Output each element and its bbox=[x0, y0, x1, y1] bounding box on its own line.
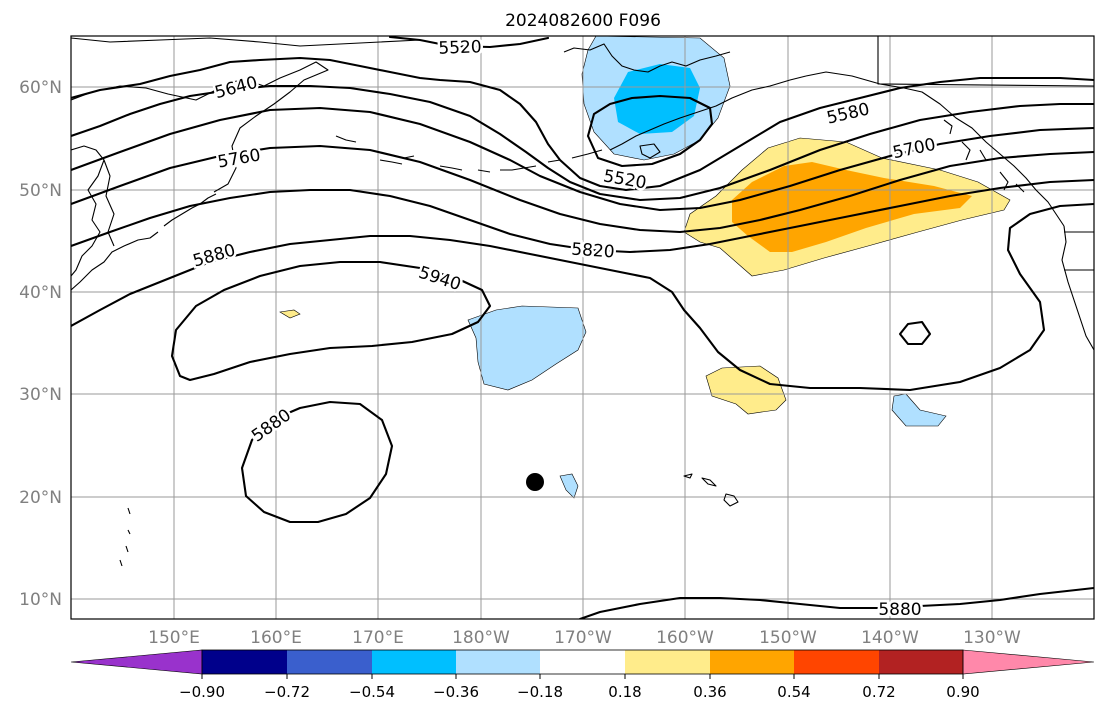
colorbar-segment-5 bbox=[540, 650, 625, 674]
contour-label-5520-top: 5520 bbox=[438, 37, 482, 58]
coast-north-america bbox=[1061, 225, 1094, 351]
coast-aleutians bbox=[335, 135, 603, 173]
coast-hawaii-1 bbox=[683, 473, 693, 479]
coast-kodiak bbox=[639, 143, 661, 159]
colorbar-label-3: −0.54 bbox=[349, 683, 395, 701]
colorbar-segment-6 bbox=[625, 650, 710, 674]
colorbar-label-2: −0.72 bbox=[264, 683, 310, 701]
latitude-ticks: 10°N 20°N 30°N 40°N 50°N 60°N bbox=[19, 78, 62, 610]
colorbar: −0.90 −0.72 −0.54 −0.36 −0.18 0.18 0.36 … bbox=[70, 649, 1095, 701]
coast-asia-upper bbox=[71, 37, 421, 47]
colorbar-label-7: 0.36 bbox=[693, 683, 726, 701]
lon-label-150w: 150°W bbox=[759, 628, 817, 648]
longitude-ticks: 150°E 160°E 170°E 180°W 170°W 160°W 150°… bbox=[148, 628, 1021, 648]
lat-label-30n: 30°N bbox=[19, 385, 62, 405]
coast-okhotsk-west bbox=[71, 145, 105, 277]
lon-label-160e: 160°E bbox=[250, 628, 302, 648]
colorbar-ticks bbox=[201, 674, 964, 679]
colorbar-segment-4 bbox=[456, 650, 540, 674]
colorbar-label-1: −0.90 bbox=[179, 683, 225, 701]
lat-label-40n: 40°N bbox=[19, 283, 62, 303]
coastlines bbox=[71, 36, 1094, 567]
coast-marianas bbox=[119, 507, 131, 567]
positive-anomaly-subtropical bbox=[705, 365, 787, 415]
lat-label-20n: 20°N bbox=[19, 488, 62, 508]
lon-label-170w: 170°W bbox=[554, 628, 612, 648]
lon-label-140w: 140°W bbox=[861, 628, 919, 648]
lon-label-150e: 150°E bbox=[148, 628, 200, 648]
contour-label-5820: 5820 bbox=[571, 240, 616, 263]
coast-canada-border bbox=[877, 36, 1094, 87]
lat-label-50n: 50°N bbox=[19, 181, 62, 201]
lon-label-170e: 170°E bbox=[352, 628, 404, 648]
contour-5880-mid bbox=[71, 202, 1094, 392]
coast-kamchatka bbox=[71, 61, 329, 193]
colorbar-segment-1 bbox=[202, 650, 287, 674]
colorbar-label-4: −0.36 bbox=[433, 683, 479, 701]
negative-anomaly-east bbox=[891, 393, 947, 427]
colorbar-label-8: 0.54 bbox=[777, 683, 810, 701]
colorbar-segment-7 bbox=[710, 650, 794, 674]
contour-label-5880-south: 5880 bbox=[878, 600, 921, 620]
coast-hawaii-3 bbox=[723, 493, 739, 507]
lat-label-60n: 60°N bbox=[19, 78, 62, 98]
map-title: 2024082600 F096 bbox=[505, 11, 661, 31]
map-frame bbox=[70, 35, 1095, 620]
contour-5760 bbox=[71, 84, 1094, 202]
lon-label-160w: 160°W bbox=[656, 628, 714, 648]
contour-5820 bbox=[71, 144, 1094, 234]
colorbar-label-5: −0.18 bbox=[517, 683, 563, 701]
colorbar-extend-low bbox=[70, 649, 203, 675]
contour-5520-low bbox=[586, 94, 714, 168]
height-contours bbox=[71, 36, 1094, 619]
colorbar-label-10: 0.90 bbox=[946, 683, 979, 701]
colorbar-label-6: 0.18 bbox=[608, 683, 641, 701]
storm-center-marker bbox=[526, 473, 544, 491]
contour-5880-west bbox=[71, 178, 1094, 254]
colorbar-extend-high bbox=[962, 649, 1095, 675]
contour-5700 bbox=[71, 106, 1094, 212]
coast-us-border bbox=[1064, 231, 1094, 271]
lon-label-130w: 130°W bbox=[963, 628, 1021, 648]
coast-alaska-peninsula bbox=[609, 75, 807, 151]
colorbar-label-9: 0.72 bbox=[862, 683, 895, 701]
coast-alaska-south bbox=[805, 71, 1065, 227]
colorbar-segment-3 bbox=[372, 650, 456, 674]
contour-5880-sw-loop bbox=[240, 400, 394, 524]
lon-label-180w: 180°W bbox=[452, 628, 510, 648]
coast-kurils bbox=[163, 193, 217, 227]
coast-bc-islands bbox=[943, 119, 1025, 193]
coast-sakhalin bbox=[103, 159, 115, 247]
negative-anomaly-central bbox=[467, 305, 587, 391]
contour-5880-south bbox=[578, 586, 1094, 619]
colorbar-segment-2 bbox=[287, 650, 372, 674]
colorbar-segment-8 bbox=[794, 650, 879, 674]
contour-5940-loop bbox=[170, 260, 492, 382]
map-panel: 5520 5640 5760 5880 5520 5580 5700 5820 … bbox=[71, 36, 1094, 620]
colorbar-outline bbox=[201, 649, 964, 675]
contour-small-east-loop bbox=[898, 320, 932, 346]
coast-alaska-west bbox=[563, 43, 731, 73]
positive-anomaly-tiny-west bbox=[279, 309, 301, 319]
coast-hawaii-2 bbox=[701, 477, 717, 487]
coast-japan bbox=[71, 231, 159, 291]
colorbar-segment-9 bbox=[879, 650, 963, 674]
negative-anomaly-small-hawaii bbox=[559, 473, 579, 499]
lat-label-10n: 10°N bbox=[19, 590, 62, 610]
contour-5520-top bbox=[388, 36, 550, 49]
negative-anomaly-bering-mid bbox=[614, 64, 700, 134]
contour-5640 bbox=[71, 56, 1094, 192]
